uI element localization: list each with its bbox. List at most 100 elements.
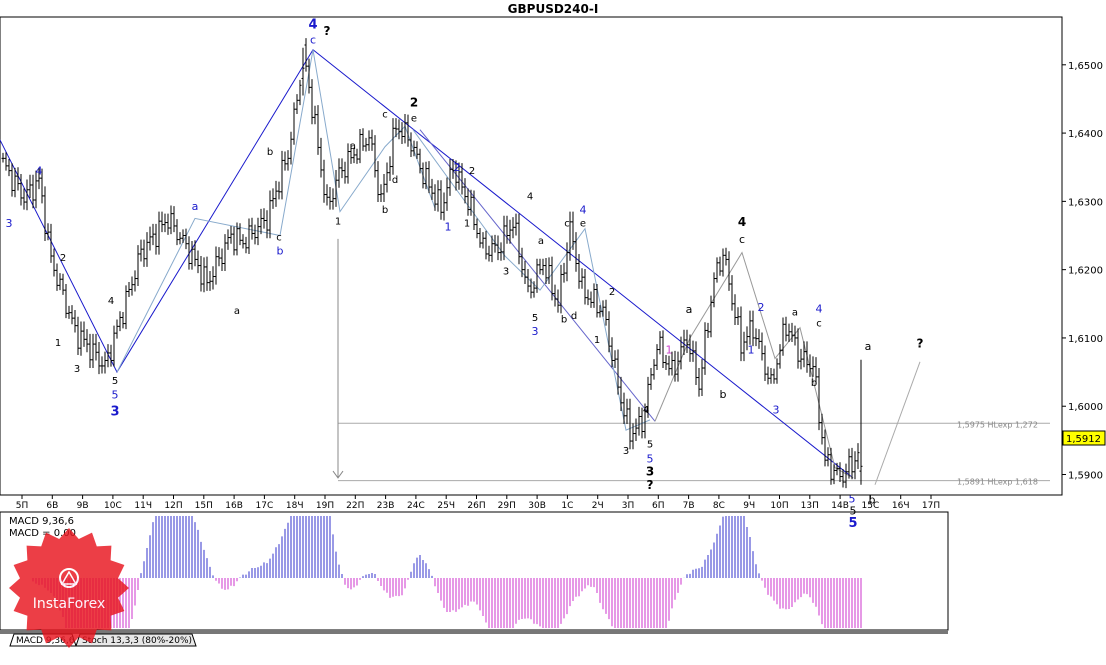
wave-label: ? [917, 337, 924, 351]
x-tick-label: 3П [622, 501, 635, 511]
wave-label: ? [647, 478, 654, 492]
x-tick-label: 16Ч [892, 501, 910, 511]
wave-label: e [411, 114, 417, 125]
wave-label: 5 [532, 313, 538, 324]
tab-stoch[interactable]: Stoch 13,3,3 (80%-20%) [75, 633, 197, 647]
wave-label: 4 [36, 164, 43, 177]
y-tick-label: 1,6500 [1068, 61, 1103, 72]
wave-label: b [869, 494, 876, 507]
wave-label: 2 [60, 253, 66, 264]
y-tick-label: 1,5900 [1068, 471, 1103, 482]
x-tick-label: 15П [195, 501, 213, 511]
wave-line-cyan-2 [312, 49, 436, 213]
x-tick-label: 1С [561, 501, 573, 511]
y-tick-label: 1,6000 [1068, 402, 1103, 413]
wave-label: 1 [666, 343, 673, 356]
wave-label: 1 [748, 343, 755, 356]
wave-label: 1 [335, 217, 341, 228]
wave-label: b [561, 314, 567, 325]
x-tick-label: 11Ч [134, 501, 152, 511]
wave-label: 5 [647, 439, 653, 450]
wave-label: 2 [609, 287, 615, 298]
x-tick-label: 25Ч [437, 501, 455, 511]
wave-label: 5 [849, 492, 856, 505]
x-tick-label: 13П [801, 501, 819, 511]
x-tick-label: 12П [164, 501, 182, 511]
wave-label: 3 [646, 464, 654, 478]
wave-label: c [276, 232, 282, 243]
wave-label: 5 [850, 505, 857, 518]
x-tick-label: 5П [16, 501, 29, 511]
wave-label: 4 [816, 302, 823, 315]
x-tick-label: 24С [407, 501, 425, 511]
wave-label: a [686, 303, 693, 316]
x-tick-label: 18Ч [286, 501, 304, 511]
wave-label: 1 [445, 220, 452, 233]
wave-label: b [811, 378, 817, 389]
x-tick-label: 23В [377, 501, 395, 511]
wave-label: c [816, 318, 822, 329]
wave-label: b [382, 205, 388, 216]
level-label: 1,5975 HLexp 1,272 [957, 420, 1038, 429]
wave-label: c [382, 109, 388, 120]
wave-label: 1 [594, 335, 600, 346]
x-tick-label: 30В [528, 501, 546, 511]
x-tick-label: 22П [346, 501, 364, 511]
wave-label: a [234, 306, 240, 317]
wave-label: c [564, 219, 570, 230]
y-tick-label: 1,6100 [1068, 334, 1103, 345]
y-tick-label: 1,6200 [1068, 266, 1103, 277]
x-tick-label: 14В [831, 501, 849, 511]
wave-label: 5 [647, 453, 654, 466]
wave-label: 5 [112, 376, 118, 387]
price-axis: 1,6500 1,6400 1,6300 1,6200 1,6100 1,6000 1,59… [1062, 61, 1103, 482]
wave-label: 1 [55, 338, 61, 349]
x-tick-label: 17С [256, 501, 274, 511]
wave-label: a [865, 340, 872, 353]
wave-label: 2 [454, 161, 461, 174]
time-axis: 5П 6В 9В 10С 11Ч 12П 15П 16В 17С 18Ч 19П 22П 23В 24С 2… [0, 494, 948, 511]
tab-stoch-label: Stoch 13,3,3 (80%-20%) [82, 636, 192, 646]
x-tick-label: 7В [683, 501, 695, 511]
wave-label: 4 [527, 191, 533, 202]
x-tick-label: 2Ч [592, 501, 604, 511]
wave-label: 3 [773, 403, 780, 416]
wave-label: e [580, 219, 586, 230]
wave-label: 4 [643, 405, 649, 416]
instaforex-logo: InstaForex [9, 528, 129, 648]
wave-label: 3 [532, 325, 539, 338]
wave-label: 5 [112, 388, 119, 401]
wave-label: 4 [108, 296, 114, 307]
macd-legend: MACD 9,36,6 [9, 516, 74, 527]
wave-label: 5 [848, 516, 857, 531]
wave-label: b [720, 388, 727, 401]
macd-value: MACD = 0.00 [9, 528, 76, 539]
last-price-label: 1,5912 [1066, 434, 1101, 445]
x-tick-label: 16В [225, 501, 243, 511]
wave-label: a [350, 141, 356, 152]
wave-label: c [739, 233, 745, 246]
wave-label: a [538, 236, 544, 247]
level-label: 1,5891 HLexp 1,618 [957, 478, 1038, 487]
wave-line-blue [0, 49, 854, 479]
wave-label: d [392, 175, 398, 186]
x-tick-label: 6В [46, 501, 58, 511]
chart-title: GBPUSD240-I [508, 2, 599, 16]
wave-label: b [277, 244, 284, 257]
wave-label: 1 [464, 219, 470, 230]
wave-label: a [792, 307, 798, 318]
x-tick-label: 6П [652, 501, 665, 511]
level-lines: 1,5975 HLexp 1,272 1,5891 HLexp 1,618 [332, 238, 1050, 487]
y-tick-label: 1,6300 [1068, 197, 1103, 208]
watermark-text: InstaForex [33, 596, 106, 612]
x-tick-label: 9В [77, 501, 89, 511]
last-price-box [1062, 430, 1106, 446]
wave-label: 2 [758, 301, 765, 314]
wave-label: 3 [623, 446, 629, 457]
wave-label: 2 [410, 96, 418, 110]
projection-line [874, 361, 921, 485]
wave-label: ? [324, 24, 331, 38]
wave-label: c [310, 33, 316, 46]
